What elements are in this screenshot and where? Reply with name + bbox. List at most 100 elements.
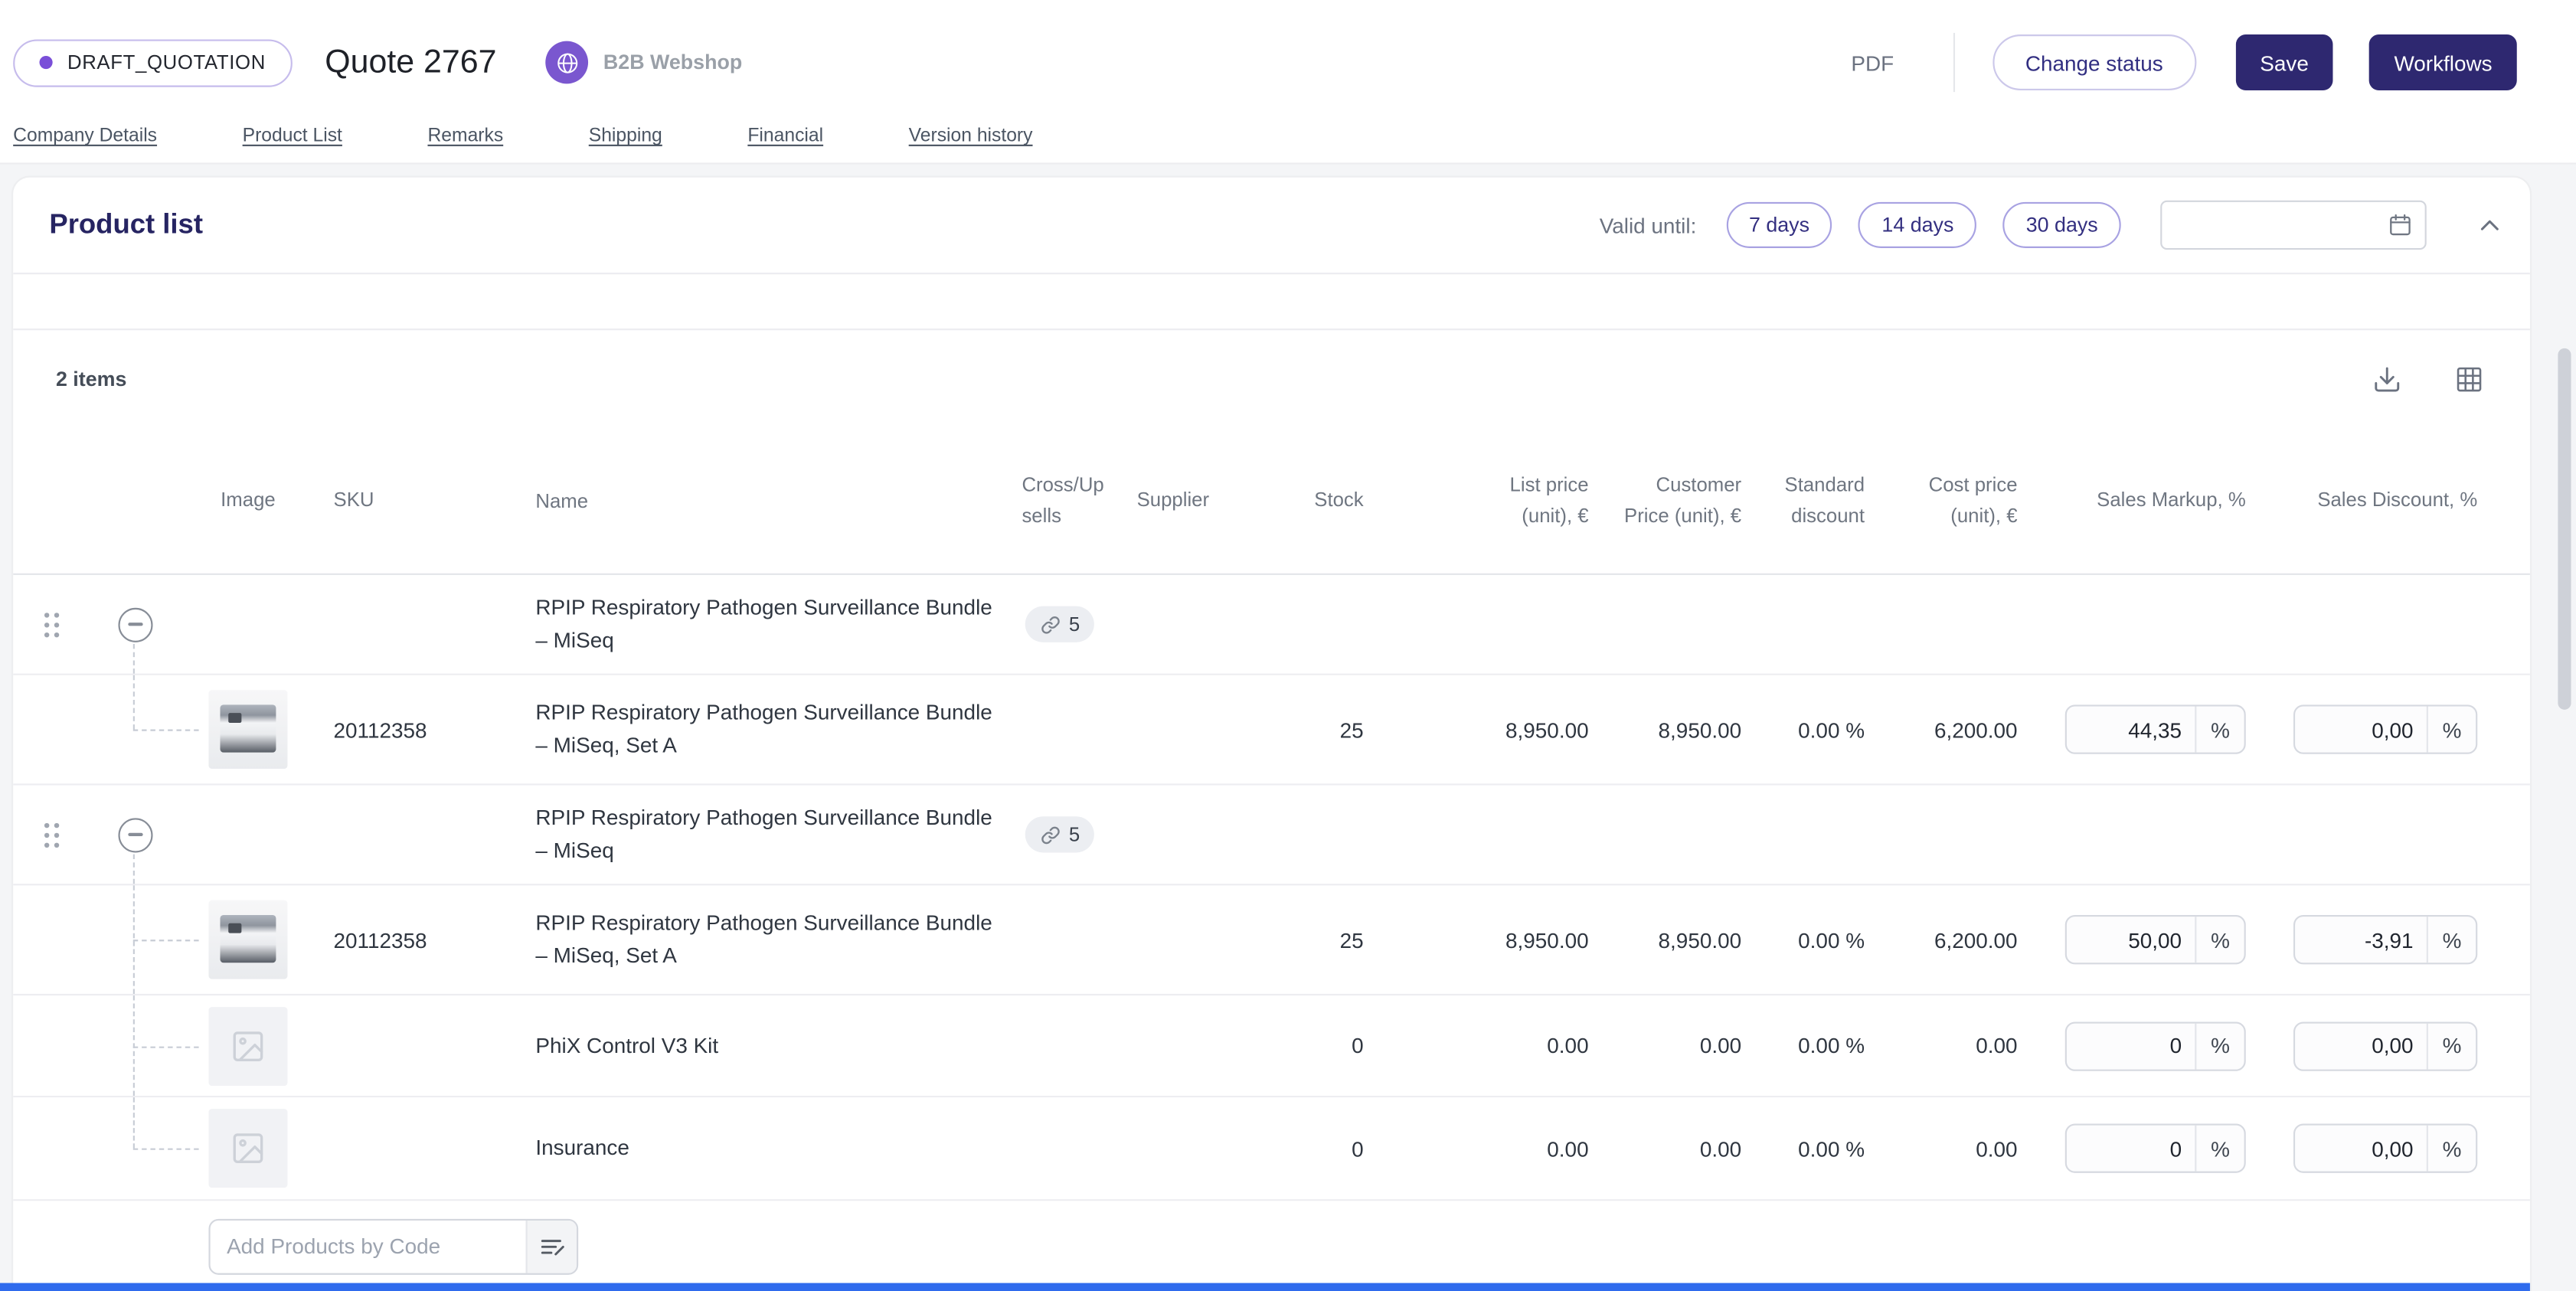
change-status-button[interactable]: Change status xyxy=(1992,34,2196,90)
valid-7-days-button[interactable]: 7 days xyxy=(1725,201,1833,248)
tree-line xyxy=(132,729,199,731)
percent-suffix: % xyxy=(2211,1136,2230,1161)
list-price-value: 8,950.00 xyxy=(1505,717,1589,742)
column-header-sku: SKU xyxy=(333,488,374,511)
percent-suffix: % xyxy=(2211,1033,2230,1058)
list-price-value: 0.00 xyxy=(1547,1033,1589,1058)
download-icon[interactable] xyxy=(2372,364,2402,394)
table-row-product: 20112358 RPIP Respiratory Pathogen Surve… xyxy=(13,885,2530,996)
product-name: PhiX Control V3 Kit xyxy=(535,1032,719,1057)
valid-14-days-button[interactable]: 14 days xyxy=(1858,201,1977,248)
product-sku: 20112358 xyxy=(333,717,427,742)
cost-price-value: 6,200.00 xyxy=(1934,717,2018,742)
bulk-add-icon[interactable] xyxy=(525,1219,577,1273)
sales-discount-input[interactable] xyxy=(2295,1125,2427,1172)
percent-suffix: % xyxy=(2442,1033,2462,1058)
cross-up-sells-badge[interactable]: 5 xyxy=(1024,816,1095,853)
tab-financial[interactable]: Financial xyxy=(747,126,824,146)
bundle-name: RPIP Respiratory Pathogen Surveillance B… xyxy=(535,594,992,652)
add-products-input[interactable] xyxy=(210,1234,526,1259)
customer-price-value: 8,950.00 xyxy=(1658,927,1742,953)
cost-price-value: 0.00 xyxy=(1976,1033,2018,1058)
percent-suffix: % xyxy=(2211,717,2230,742)
status-badge: DRAFT_QUOTATION xyxy=(13,38,293,87)
stock-value: 0 xyxy=(1352,1033,1364,1058)
percent-suffix: % xyxy=(2442,717,2462,742)
column-settings-grid-icon[interactable] xyxy=(2454,364,2484,394)
sales-markup-input[interactable] xyxy=(2066,1125,2195,1172)
divider xyxy=(13,273,2530,275)
cost-price-value: 6,200.00 xyxy=(1934,927,2018,953)
standard-discount-value: 0.00 % xyxy=(1798,1033,1865,1058)
sales-channel-label: B2B Webshop xyxy=(603,51,743,74)
sales-markup-input[interactable] xyxy=(2066,706,2195,753)
collapse-group-button[interactable] xyxy=(117,606,152,642)
column-header-cost-price: Cost price (unit), € xyxy=(1928,472,2018,527)
sales-discount-field: % xyxy=(2293,1021,2478,1070)
page-title: Quote 2767 xyxy=(325,43,497,80)
column-header-sales-discount: Sales Discount, % xyxy=(2317,488,2478,511)
photo-icon xyxy=(233,1031,263,1061)
collapse-section-chevron-icon[interactable] xyxy=(2476,211,2503,239)
table-row-product: 20112358 RPIP Respiratory Pathogen Surve… xyxy=(13,675,2530,786)
sales-markup-input[interactable] xyxy=(2066,917,2195,963)
product-image xyxy=(208,690,288,770)
standard-discount-value: 0.00 % xyxy=(1798,1136,1865,1161)
cross-up-sells-badge[interactable]: 5 xyxy=(1024,606,1095,642)
header-divider xyxy=(1953,32,1955,93)
bundle-name: RPIP Respiratory Pathogen Surveillance B… xyxy=(535,805,992,863)
sales-markup-field: % xyxy=(2064,1021,2246,1070)
scrollbar-thumb[interactable] xyxy=(2558,348,2571,710)
standard-discount-value: 0.00 % xyxy=(1798,717,1865,742)
sales-discount-input[interactable] xyxy=(2295,706,2427,753)
product-image-placeholder xyxy=(208,1006,288,1086)
pdf-button[interactable]: PDF xyxy=(1851,50,1894,75)
list-price-value: 8,950.00 xyxy=(1505,927,1589,953)
save-button[interactable]: Save xyxy=(2235,34,2334,90)
product-list-header: Product list Valid until: 7 days 14 days… xyxy=(13,178,2530,273)
tab-remarks[interactable]: Remarks xyxy=(427,126,504,146)
add-products-field xyxy=(208,1217,579,1274)
tab-product-list[interactable]: Product List xyxy=(242,126,342,146)
content-area: Product list Valid until: 7 days 14 days… xyxy=(0,165,2576,1291)
percent-suffix: % xyxy=(2211,927,2230,953)
tree-line xyxy=(132,643,135,674)
sales-discount-input[interactable] xyxy=(2295,1022,2427,1069)
tab-version-history[interactable]: Version history xyxy=(908,126,1033,146)
tab-shipping[interactable]: Shipping xyxy=(588,126,662,146)
product-sku: 20112358 xyxy=(333,927,427,953)
sales-discount-input[interactable] xyxy=(2295,917,2427,963)
divider xyxy=(13,328,2530,331)
table-row-product: Insurance 0 0.00 0.00 0.00 % 0.00 % xyxy=(13,1097,2530,1201)
product-name: Insurance xyxy=(535,1135,629,1160)
valid-until-date-field[interactable] xyxy=(2160,200,2427,250)
product-name: RPIP Respiratory Pathogen Surveillance B… xyxy=(535,910,992,968)
product-name: RPIP Respiratory Pathogen Surveillance B… xyxy=(535,699,992,758)
column-header-name: Name xyxy=(535,489,589,512)
percent-suffix: % xyxy=(2442,1136,2462,1161)
tree-line xyxy=(132,1045,199,1048)
customer-price-value: 0.00 xyxy=(1699,1136,1742,1161)
product-list-panel: Product list Valid until: 7 days 14 days… xyxy=(13,177,2530,1291)
sales-markup-field: % xyxy=(2064,704,2246,754)
sales-markup-field: % xyxy=(2064,914,2246,965)
valid-until-date-input[interactable] xyxy=(2162,201,2388,248)
status-label: DRAFT_QUOTATION xyxy=(67,51,266,74)
column-header-cross-up-sells: Cross/Up sells xyxy=(1022,472,1104,527)
drag-handle-icon[interactable] xyxy=(44,822,50,828)
workflows-button[interactable]: Workflows xyxy=(2369,34,2517,90)
column-header-customer-price: Customer Price (unit), € xyxy=(1624,472,1742,527)
column-header-supplier: Supplier xyxy=(1136,488,1210,511)
calendar-icon[interactable] xyxy=(2387,212,2424,238)
valid-30-days-button[interactable]: 30 days xyxy=(2002,201,2121,248)
drag-handle-icon[interactable] xyxy=(44,612,50,617)
collapse-group-button[interactable] xyxy=(117,817,152,852)
sales-markup-input[interactable] xyxy=(2066,1022,2195,1069)
table-row-bundle: RPIP Respiratory Pathogen Surveillance B… xyxy=(13,575,2530,675)
cross-up-sells-count: 5 xyxy=(1068,822,1080,846)
sales-discount-field: % xyxy=(2293,914,2478,965)
tree-line xyxy=(132,854,135,884)
tab-company-details[interactable]: Company Details xyxy=(13,126,158,146)
stock-value: 25 xyxy=(1339,927,1364,953)
